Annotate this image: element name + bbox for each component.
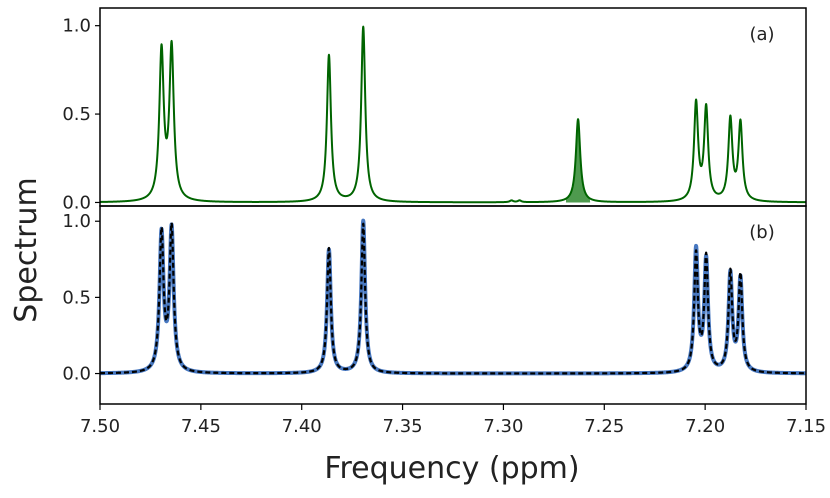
- x-tick-label: 7.25: [584, 416, 624, 437]
- y-tick-label: 0.5: [62, 104, 91, 125]
- panel-b: 0.0 0.5 1.0 (b): [62, 205, 808, 405]
- panel-label: (b): [749, 222, 774, 243]
- panel-a: 0.0 0.5 1.0 (a): [62, 7, 807, 213]
- panel-frame: [99, 7, 807, 207]
- y-tick-label: 0.5: [62, 287, 91, 308]
- x-tick-label: 7.35: [383, 416, 423, 437]
- y-tick-label: 0.0: [62, 192, 91, 213]
- x-axis-title: Frequency (ppm): [324, 451, 579, 486]
- series-line-1: [99, 25, 807, 204]
- x-tick-label: 7.15: [786, 416, 826, 437]
- y-tick-label: 1.0: [62, 211, 91, 232]
- x-axis: 7.50 7.45 7.40 7.35 7.30 7.25 7.20 7.15: [80, 404, 826, 437]
- x-tick-label: 7.45: [181, 416, 221, 437]
- x-tick-label: 7.40: [282, 416, 322, 437]
- series-line-2: [99, 221, 807, 375]
- panel-label: (a): [749, 24, 774, 45]
- y-tick-label: 1.0: [62, 16, 91, 37]
- y-tick-label: 0.0: [62, 364, 91, 385]
- panel-frame: [99, 205, 807, 405]
- x-tick-label: 7.30: [483, 416, 523, 437]
- x-tick-label: 7.50: [80, 416, 120, 437]
- x-tick-label: 7.20: [685, 416, 725, 437]
- series-line-1: [98, 218, 808, 376]
- y-axis-title: Spectrum: [9, 177, 44, 322]
- filled-peak-area: [565, 119, 591, 203]
